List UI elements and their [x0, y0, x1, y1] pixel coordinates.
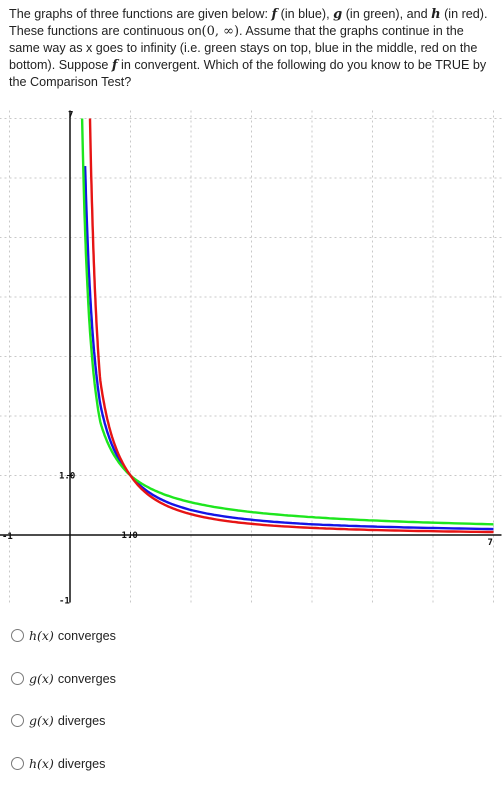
y-max-label: 7	[68, 111, 73, 121]
y-min-label: -1	[59, 597, 70, 607]
option-h-converges[interactable]: h(x) converges	[11, 628, 116, 643]
option-g-diverges[interactable]: g(x) diverges	[11, 713, 105, 728]
option-label: diverges	[57, 713, 106, 728]
function-graph: -1 7 7 -1 1.0 1.0	[0, 110, 502, 607]
question-text-part: . Assume that the graphs continue in the…	[9, 24, 478, 72]
radio-button[interactable]	[11, 629, 24, 642]
radio-button[interactable]	[11, 757, 24, 770]
option-function: h(x)	[29, 756, 54, 771]
question-text-part: (in blue),	[277, 7, 334, 21]
option-function: g(x)	[29, 713, 54, 728]
question-text: The graphs of three functions are given …	[9, 6, 495, 91]
option-label: converges	[57, 628, 116, 643]
radio-button[interactable]	[11, 672, 24, 685]
axis-ticks	[67, 475, 131, 538]
question-text-part: in convergent. Which of the following do…	[9, 58, 487, 89]
function-f-symbol: f	[271, 7, 278, 22]
option-label: diverges	[57, 756, 106, 771]
y-unit-label: 1.0	[59, 472, 75, 482]
function-h-symbol: h	[431, 7, 441, 22]
question-text-part: The graphs of three functions are given …	[9, 7, 272, 21]
x-unit-label: 1.0	[122, 531, 138, 541]
grid-lines	[0, 110, 502, 603]
option-function: g(x)	[29, 671, 54, 686]
function-f-symbol: f	[111, 58, 118, 73]
curves	[80, 118, 494, 534]
curve-g	[80, 118, 494, 526]
question-text-part: (in red). These functions are continuous…	[9, 7, 488, 38]
option-function: h(x)	[29, 628, 54, 643]
question-text-part: (in green), and	[342, 7, 432, 21]
x-max-label: 7	[488, 538, 493, 548]
function-g-symbol: g	[333, 7, 343, 22]
radio-button[interactable]	[11, 714, 24, 727]
x-min-label: -1	[2, 532, 13, 542]
option-h-diverges[interactable]: h(x) diverges	[11, 756, 105, 771]
option-label: converges	[57, 671, 116, 686]
curve-h	[88, 118, 494, 534]
option-g-converges[interactable]: g(x) converges	[11, 671, 116, 686]
curve-f	[83, 166, 494, 531]
interval-math: (0, ∞)	[201, 24, 240, 39]
